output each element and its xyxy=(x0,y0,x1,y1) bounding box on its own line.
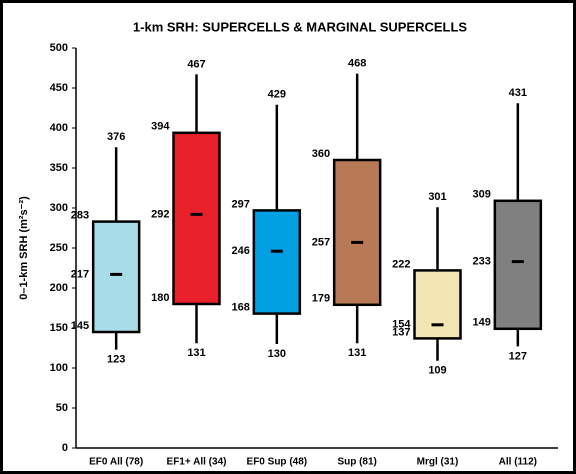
value-label: 429 xyxy=(268,89,286,101)
y-tick-label: 400 xyxy=(50,122,68,134)
value-label: 246 xyxy=(231,245,249,257)
y-tick-label: 450 xyxy=(50,82,68,94)
value-label: 360 xyxy=(312,148,330,160)
value-label: 154 xyxy=(392,319,411,331)
value-label: 180 xyxy=(151,292,169,304)
box xyxy=(252,209,302,315)
value-label: 168 xyxy=(231,302,249,314)
box xyxy=(493,199,543,331)
value-label: 137 xyxy=(392,326,410,338)
box xyxy=(332,158,382,307)
value-label: 467 xyxy=(187,58,205,70)
x-tick-label: Mrgl (31) xyxy=(417,457,459,468)
value-label: 217 xyxy=(71,268,89,280)
value-label: 283 xyxy=(71,210,89,222)
value-label: 130 xyxy=(268,348,286,360)
value-label: 292 xyxy=(151,208,169,220)
box xyxy=(91,220,141,334)
x-tick-label: EF0 All (78) xyxy=(89,457,143,468)
value-label: 123 xyxy=(107,354,125,366)
value-label: 431 xyxy=(509,87,527,99)
value-label: 149 xyxy=(472,317,490,329)
y-tick-label: 50 xyxy=(56,402,68,414)
value-label: 131 xyxy=(187,347,205,359)
value-label: 394 xyxy=(151,121,170,133)
y-tick-label: 100 xyxy=(50,362,68,374)
value-label: 301 xyxy=(428,191,446,203)
x-tick-label: EF1+ All (34) xyxy=(167,457,227,468)
x-tick-label: All (112) xyxy=(499,457,537,468)
value-label: 233 xyxy=(472,256,490,268)
chart-title: 1-km SRH: SUPERCELLS & MARGINAL SUPERCEL… xyxy=(133,19,468,34)
value-label: 131 xyxy=(348,347,366,359)
value-label: 222 xyxy=(392,258,410,270)
box xyxy=(172,131,221,306)
y-tick-label: 250 xyxy=(50,242,68,254)
y-tick-label: 200 xyxy=(50,282,68,294)
value-label: 179 xyxy=(312,293,330,305)
value-label: 127 xyxy=(509,350,527,362)
y-tick-label: 300 xyxy=(50,202,68,214)
y-tick-label: 350 xyxy=(50,162,68,174)
value-label: 376 xyxy=(107,131,125,143)
value-label: 145 xyxy=(71,320,89,332)
value-label: 468 xyxy=(348,58,366,70)
x-tick-label: EF0 Sup (48) xyxy=(247,457,308,468)
y-axis-label: 0–1-km SRH (m²s⁻²) xyxy=(18,196,30,300)
value-label: 109 xyxy=(428,365,446,377)
y-tick-label: 150 xyxy=(50,322,68,334)
value-label: 257 xyxy=(312,236,330,248)
y-tick-label: 0 xyxy=(62,442,68,454)
value-label: 297 xyxy=(231,198,249,210)
box xyxy=(413,269,462,340)
x-tick-label: Sup (81) xyxy=(337,457,376,468)
y-tick-label: 500 xyxy=(50,42,68,54)
value-label: 309 xyxy=(472,189,490,201)
